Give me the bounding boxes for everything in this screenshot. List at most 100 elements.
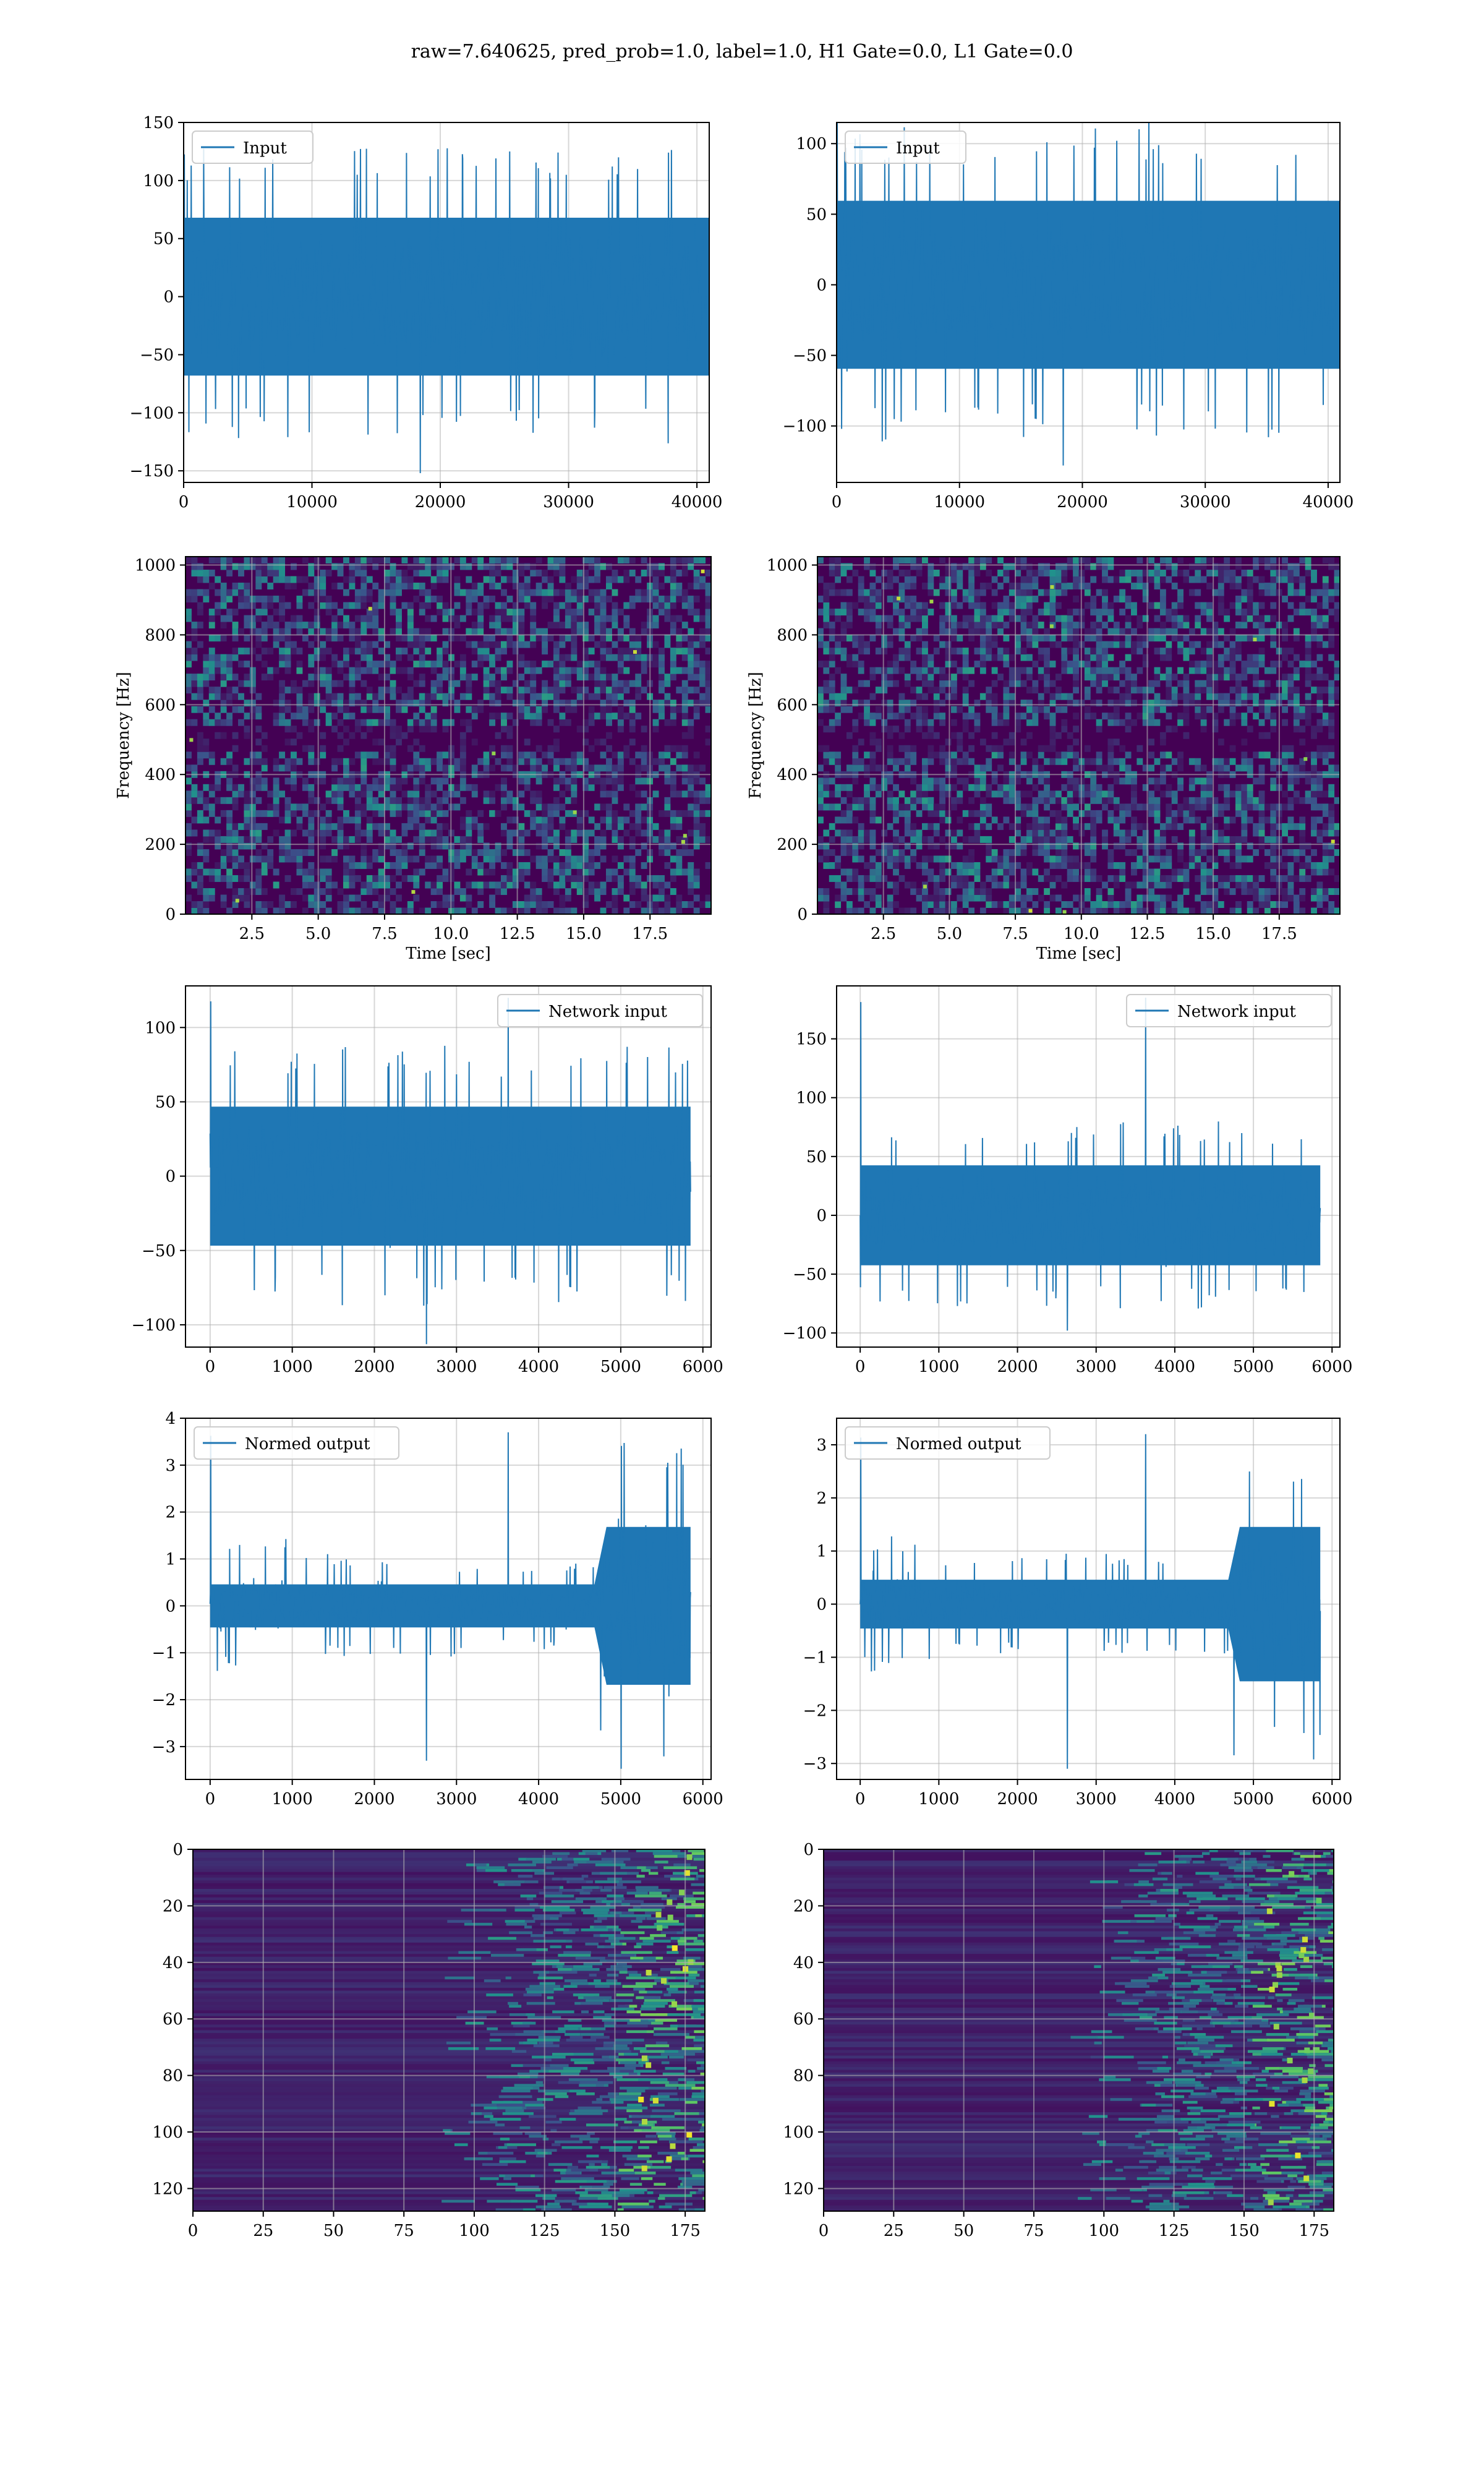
- heatmap-cell: [617, 842, 624, 850]
- heatmap-cell: [565, 719, 571, 726]
- heatmap-cell: [623, 803, 630, 811]
- heatmap-cell: [600, 842, 607, 850]
- heatmap-cell: [559, 661, 566, 668]
- heatmap-cell: [1136, 836, 1143, 843]
- heatmap-cell: [1032, 583, 1039, 590]
- heatmap-cell: [887, 790, 893, 798]
- heatmap-cell: [1061, 654, 1068, 661]
- heatmap-cell: [530, 661, 537, 668]
- heatmap-cell: [565, 596, 571, 603]
- heatmap-cell: [1026, 609, 1033, 616]
- heatmap-cell: [1159, 628, 1166, 635]
- heatmap-cell: [360, 732, 367, 739]
- heatmap-cell: [922, 674, 928, 681]
- heatmap-cell: [664, 901, 671, 908]
- heatmap-cell: [208, 706, 215, 713]
- heatmap-cell: [676, 570, 683, 577]
- heatmap-cell: [823, 726, 830, 733]
- heatmap-cell: [939, 680, 946, 687]
- heatmap-cell: [1166, 680, 1172, 687]
- heatmap-cell: [1049, 589, 1056, 596]
- heatmap-cell: [835, 570, 842, 577]
- heatmap-cell: [354, 810, 361, 817]
- heatmap-cell: [197, 751, 203, 759]
- heatmap-cell: [524, 713, 531, 720]
- heatmap-cell: [840, 881, 847, 889]
- heatmap-cell: [360, 706, 367, 713]
- heatmap-cell: [413, 875, 420, 882]
- heatmap-cell: [829, 875, 835, 882]
- heatmap-cell: [1107, 628, 1114, 635]
- heatmap-cell: [1188, 829, 1195, 837]
- heatmap-cell: [693, 829, 700, 837]
- heatmap-cell: [664, 641, 671, 648]
- heatmap-cell: [1177, 693, 1183, 700]
- heatmap-cell: [904, 557, 911, 564]
- heatmap-cell: [366, 816, 373, 824]
- heatmap-cell: [437, 563, 443, 570]
- heatmap-cell: [979, 764, 986, 772]
- heatmap-cell: [594, 615, 601, 622]
- heatmap-cell: [991, 641, 998, 648]
- heatmap-cell: [1206, 674, 1213, 681]
- heatmap-cell: [203, 745, 210, 752]
- heatmap-cell: [898, 615, 905, 622]
- heatmap-cell: [1206, 784, 1213, 791]
- heatmap-cell: [419, 745, 425, 752]
- heatmap-cell: [1217, 654, 1224, 661]
- heatmap-cell: [506, 797, 513, 804]
- heatmap-cell: [670, 570, 676, 577]
- heatmap-cell: [1003, 868, 1010, 876]
- heatmap-cell: [606, 635, 612, 642]
- heatmap-cell: [506, 764, 513, 772]
- heatmap-cell: [968, 622, 974, 629]
- heatmap-cell: [1148, 706, 1155, 713]
- heatmap-cell: [471, 790, 478, 798]
- heatmap-cell: [1200, 888, 1207, 895]
- heatmap-cell: [974, 589, 981, 596]
- heatmap-cell: [477, 615, 484, 622]
- heatmap-cell: [186, 719, 192, 726]
- heatmap-cell: [1125, 894, 1132, 902]
- heatmap-cell: [962, 726, 969, 733]
- heatmap-cell: [360, 862, 367, 869]
- heatmap-cell: [512, 570, 519, 577]
- heatmap-cell: [659, 583, 665, 590]
- heatmap-cell: [226, 758, 233, 765]
- heatmap-cell: [840, 829, 847, 837]
- heatmap-cell: [384, 687, 391, 694]
- heatmap-cell: [1067, 583, 1073, 590]
- heatmap-cell: [1200, 881, 1207, 889]
- heatmap-cell: [582, 687, 589, 694]
- heatmap-cell: [1003, 849, 1010, 856]
- heatmap-cell: [670, 654, 676, 661]
- heatmap-cell: [623, 557, 630, 564]
- heatmap-cell: [652, 596, 659, 603]
- heatmap-cell: [629, 862, 636, 869]
- heatmap-cell: [466, 823, 472, 830]
- heatmap-cell: [869, 862, 876, 869]
- heatmap-cell: [261, 674, 268, 681]
- heatmap-cell: [267, 648, 274, 655]
- heatmap-cell: [986, 875, 992, 882]
- heatmap-cell: [215, 661, 221, 668]
- heatmap-cell: [1119, 907, 1126, 914]
- heatmap-cell: [852, 849, 859, 856]
- figure-title: raw=7.640625, pred_prob=1.0, label=1.0, …: [411, 41, 1073, 62]
- heatmap-cell: [922, 790, 928, 798]
- heatmap-cell: [612, 764, 618, 772]
- heatmap-cell: [1096, 563, 1102, 570]
- heatmap-cell: [1038, 842, 1044, 850]
- heatmap-cell: [629, 706, 636, 713]
- heatmap-cell: [1003, 777, 1010, 785]
- heatmap-cell: [835, 700, 842, 707]
- heatmap-cell: [1113, 803, 1120, 811]
- heatmap-cell: [313, 648, 320, 655]
- heatmap-cell: [413, 881, 420, 889]
- heatmap-cell: [437, 888, 443, 895]
- heatmap-cell: [1142, 713, 1149, 720]
- heatmap-cell: [1026, 700, 1033, 707]
- heatmap-cell: [693, 641, 700, 648]
- heatmap-cell: [191, 622, 198, 629]
- heatmap-cell: [600, 589, 607, 596]
